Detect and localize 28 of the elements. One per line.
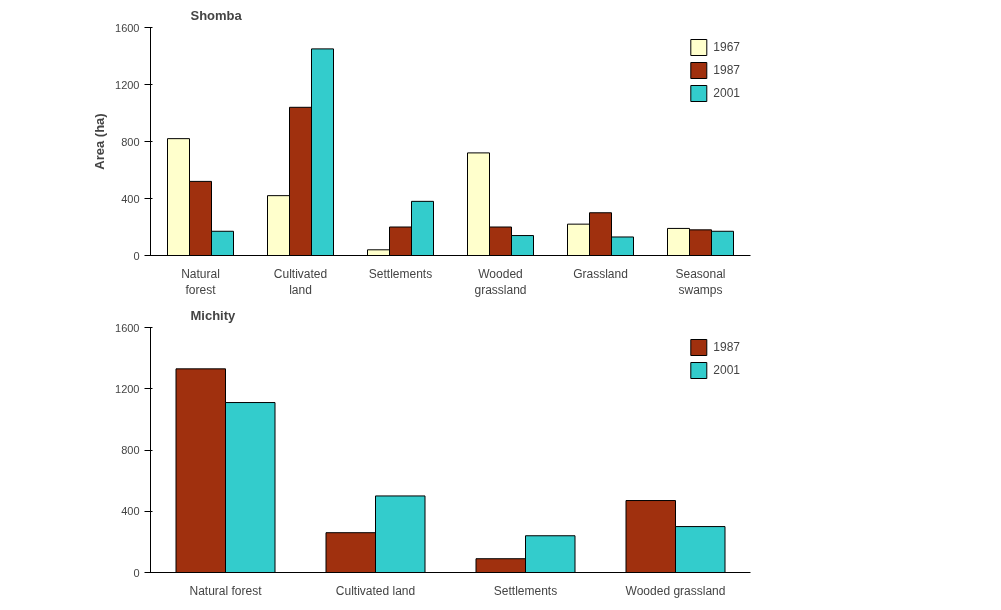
y-tick-label: 1600: [115, 21, 140, 34]
y-tick-label: 800: [121, 444, 140, 456]
legend-label: 1987: [713, 63, 740, 77]
y-tick-label: 0: [133, 566, 140, 579]
x-tick-label: Natural forest: [181, 266, 220, 298]
chart-title: Michity: [190, 307, 237, 323]
y-tick-label: 1600: [115, 321, 140, 334]
legend-label: 1987: [713, 340, 740, 354]
legend-label: 2001: [713, 86, 740, 100]
y-tick-label: 0: [133, 249, 140, 262]
x-tick-label: Cultivated land: [335, 583, 416, 598]
legend-label: 1967: [713, 40, 740, 54]
x-tick-label: Seasonal swamps: [675, 266, 726, 298]
y-tick-label: 1200: [115, 382, 140, 395]
y-tick-label: 1200: [115, 78, 140, 91]
x-tick-label: Natural forest: [189, 583, 263, 598]
x-tick-label: Settlements: [493, 583, 558, 598]
x-tick-label: Wooded grassland: [625, 583, 726, 598]
x-tick-label: Grassland: [573, 266, 628, 281]
y-tick-label: 400: [121, 192, 140, 205]
x-tick-label: Wooded grassland: [474, 266, 527, 298]
y-tick-label: 400: [121, 505, 140, 518]
y-axis-title: Area (ha): [92, 113, 108, 170]
y-tick-label: 800: [121, 135, 140, 148]
x-tick-label: Cultivated land: [273, 266, 328, 298]
legend-label: 2001: [713, 363, 740, 377]
chart-title: Shomba: [190, 7, 243, 23]
x-tick-label: Settlements: [368, 266, 433, 281]
